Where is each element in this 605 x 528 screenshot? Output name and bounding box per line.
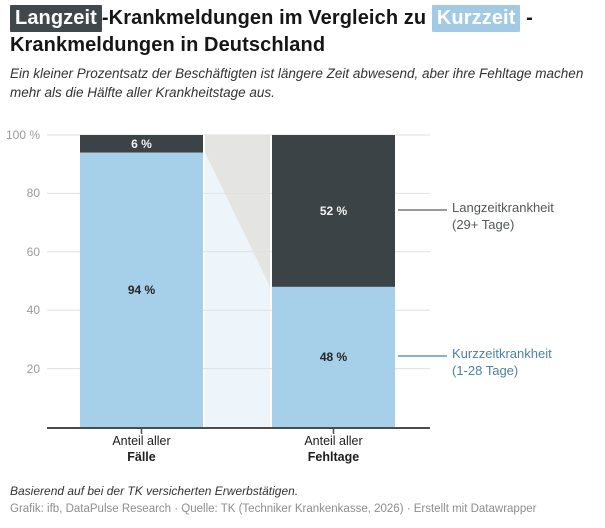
y-axis-tick-label: 60: [26, 244, 40, 259]
x-axis-label-line2: Fälle: [127, 450, 156, 464]
x-axis-label-fehltage: Anteil aller Fehltage: [272, 433, 395, 465]
legend-kurzzeitkrankheit: Kurzzeitkrankheit (1-28 Tage): [452, 345, 597, 379]
chart-subtitle: Ein kleiner Prozentsatz der Beschäftigte…: [10, 66, 584, 100]
title-highlight-kurzzeit: Kurzzeit: [431, 5, 521, 32]
x-axis-label-line1: Anteil aller: [112, 434, 171, 448]
bar-value-label: 48 %: [319, 349, 348, 364]
x-axis-label-line2: Fehltage: [307, 450, 360, 464]
page-title: Langzeit -Krankmeldungen im Vergleich zu …: [10, 5, 600, 59]
title-text-mid: -Krankmeldungen im Vergleich zu: [101, 7, 427, 29]
bar-value-label: 6 %: [131, 136, 152, 151]
title-text-hyphen: -: [526, 7, 533, 29]
y-axis-tick-label: 40: [26, 303, 40, 318]
legend-label-line1: Langzeitkrankheit: [452, 199, 554, 215]
y-axis-tick-label: 80: [26, 186, 40, 201]
connector-band-langzeit: [205, 135, 270, 287]
bar-segment-langzeit: [80, 135, 203, 153]
bar-segment-kurzzeit: [272, 286, 395, 427]
connector-band-kurzzeit: [205, 152, 270, 427]
chart-credits: Grafik: ifb, DataPulse Research · Quelle…: [10, 503, 537, 515]
legend-connector-line-langzeit: [398, 208, 447, 211]
x-axis-label-faelle: Anteil aller Fälle: [80, 433, 203, 465]
chart-note: Basierend auf bei der TK versicherten Er…: [10, 484, 299, 498]
legend-label-line1: Kurzzeitkrankheit: [452, 345, 552, 361]
x-axis-label-line1: Anteil aller: [304, 434, 363, 448]
bar-segment-kurzzeit: [80, 152, 203, 427]
bar-value-label: 52 %: [319, 203, 348, 218]
stacked-bar-chart: 20 40 60 80 100 % 94 % 6 % 48 % 52 % Anteil alle…: [5, 128, 597, 465]
title-line2: Krankmeldungen in Deutschland: [10, 34, 326, 56]
y-axis-tick-label: 20: [26, 361, 40, 376]
legend-langzeitkrankheit: Langzeitkrankheit (29+ Tage): [452, 199, 597, 233]
title-highlight-langzeit: Langzeit: [10, 5, 102, 32]
legend-label-line2: (1-28 Tage): [452, 362, 519, 378]
bar-value-label: 94 %: [127, 282, 156, 297]
bar-segment-langzeit: [272, 135, 395, 287]
y-axis-tick-label: 100 %: [5, 128, 40, 142]
chart-canvas: [47, 134, 430, 434]
legend-label-line2: (29+ Tage): [452, 216, 515, 232]
legend-connector-line-kurzzeit: [398, 354, 447, 357]
